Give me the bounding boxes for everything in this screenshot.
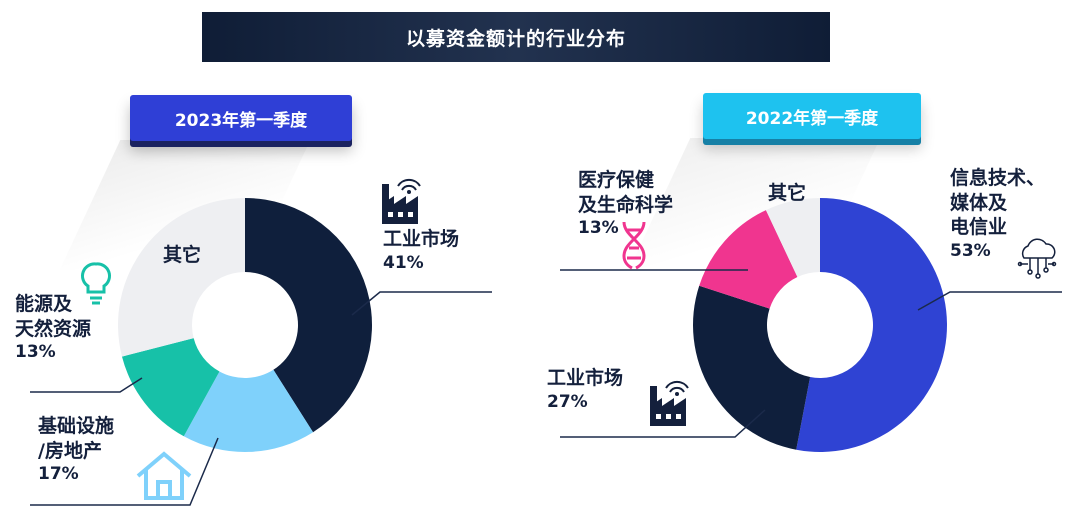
leader-line-industrial-2022 [560,409,766,438]
label-other-2023: 其它 [163,244,202,266]
label-other-2022: 其它 [768,182,807,204]
label-tech-2022: 信息技术、 媒体及 电信业 53% [950,166,1045,262]
donut-slice-0 [245,198,372,433]
donut-slice-2 [121,338,220,437]
slice-percent: 17% [38,464,79,485]
house-icon [136,451,192,500]
chart-title-2022: 2022年第一季度 [703,93,921,139]
cloud-network-icon [1017,238,1057,279]
slice-name: 信息技术、 [950,167,1046,189]
leader-line-energy-2023 [30,377,143,393]
donut-slice-3 [765,198,820,278]
lightbulb-icon [81,262,111,305]
slice-name: 工业市场 [383,228,460,250]
slice-name: 媒体及 [950,191,1008,214]
slice-percent: 27% [547,391,588,412]
slice-name: 医疗保健 [578,169,655,191]
leader-lines [30,269,1062,506]
label-health-2022: 医疗保健 及生命科学 13% [578,168,673,239]
label-industrial-2022: 工业市场 27% [547,366,623,413]
label-infra-2023: 基础设施 /房地产 17% [38,414,114,485]
slice-percent: 41% [383,252,424,273]
factory-icon [650,381,689,426]
label-energy-2023: 能源及 天然资源 13% [15,292,91,363]
chart-title-2023: 2023年第一季度 [130,95,352,141]
slice-name: 工业市场 [547,367,624,389]
page-title: 以募资金额计的行业分布 [202,12,830,62]
slice-name: 天然资源 [15,317,92,340]
donut-slice-2 [699,210,798,309]
donut-slice-3 [118,198,245,357]
slice-name: 基础设施 [38,415,115,437]
leader-line-infra-2023 [30,437,219,506]
leader-line-industrial-2023 [351,291,492,316]
donut-slice-0 [796,198,947,452]
slice-name: 能源及 [15,293,73,315]
donut-chart-2023 [118,198,372,452]
slice-percent: 53% [950,241,991,262]
factory-icon [382,179,421,224]
donut-slice-1 [693,285,811,450]
slice-percent: 13% [578,218,619,239]
slice-name: 及生命科学 [578,193,674,216]
donut-chart-2022 [693,198,947,452]
slice-name: 电信业 [950,216,1008,239]
dna-icon [622,221,646,270]
slice-name: /房地产 [38,439,102,462]
donut-slice-1 [183,369,314,452]
leader-line-tech-2022 [917,291,1062,311]
slice-percent: 13% [15,342,56,363]
label-industrial-2023: 工业市场 41% [383,227,459,274]
